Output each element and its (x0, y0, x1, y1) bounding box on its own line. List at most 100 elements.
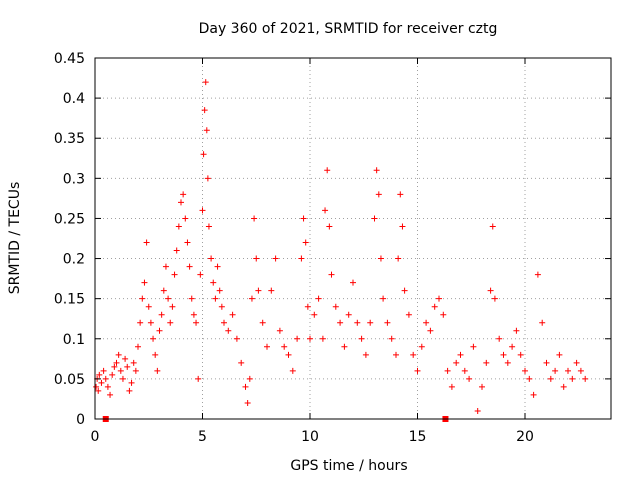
y-tick-labels: 0 0.05 0.1 0.15 0.2 0.25 0.3 0.35 0.4 0.45 (54, 51, 85, 428)
data-point (246, 375, 253, 382)
data-point (483, 359, 490, 366)
data-point (122, 355, 129, 362)
data-point (311, 311, 318, 318)
grid-lines (94, 57, 611, 420)
data-point (530, 391, 537, 398)
data-point (470, 343, 477, 350)
data-point (393, 351, 399, 358)
data-point (248, 295, 255, 302)
data-point (205, 223, 212, 230)
data-point (229, 311, 236, 318)
data-point (117, 367, 124, 374)
data-point (332, 303, 339, 310)
x-tick-label: 5 (198, 429, 207, 445)
data-point (145, 303, 152, 310)
data-point (358, 335, 365, 342)
y-tick-label: 0.05 (54, 372, 85, 388)
data-point (397, 191, 404, 198)
y-tick-label: 0.4 (63, 91, 85, 107)
data-point (418, 343, 425, 350)
data-point (328, 271, 335, 278)
data-point (147, 319, 154, 326)
data-point (132, 367, 139, 374)
data-point (556, 351, 563, 358)
data-point (423, 319, 430, 326)
data-point (373, 167, 380, 174)
data-point (242, 383, 249, 390)
data-point (526, 375, 533, 382)
data-point (427, 327, 434, 334)
y-axis-title: SRMTID / TECUs (7, 182, 23, 295)
data-point (143, 239, 150, 246)
data-point (100, 367, 107, 374)
x-tick-labels: 0 5 10 15 20 (91, 429, 534, 445)
data-point (268, 287, 275, 294)
data-point (218, 303, 225, 310)
data-point (221, 319, 227, 326)
data-point (491, 295, 498, 302)
data-point (255, 287, 262, 294)
data-point (201, 107, 208, 114)
data-point (509, 343, 516, 350)
data-point (111, 363, 118, 370)
data-point (160, 287, 167, 294)
data-point (504, 359, 511, 366)
data-point (126, 387, 133, 394)
data-point (341, 343, 348, 350)
data-point (300, 215, 307, 222)
data-point (395, 255, 402, 262)
data-point (98, 379, 105, 386)
data-point (399, 223, 406, 230)
data-point (180, 191, 187, 198)
data-point (137, 319, 144, 326)
data-point (319, 335, 326, 342)
data-point (152, 351, 159, 358)
data-point (272, 255, 279, 262)
data-point (448, 383, 455, 390)
data-point (457, 351, 464, 358)
data-point (431, 303, 438, 310)
data-point (212, 295, 219, 302)
x-tick-label: 0 (91, 429, 100, 445)
data-point (178, 199, 184, 206)
data-point (322, 207, 329, 214)
y-tick-label: 0.35 (54, 131, 85, 147)
data-point (102, 375, 109, 382)
data-point (461, 367, 468, 374)
data-point (199, 207, 206, 214)
data-point (479, 383, 485, 390)
data-point (345, 311, 352, 318)
data-point (294, 335, 301, 342)
data-point (487, 287, 494, 294)
data-point (388, 335, 395, 342)
data-point (182, 215, 189, 222)
data-point (276, 327, 283, 334)
y-tick-label: 0.1 (63, 332, 85, 348)
data-point (324, 167, 331, 174)
data-point (188, 295, 195, 302)
data-point (367, 319, 374, 326)
data-point (375, 191, 382, 198)
data-point (289, 367, 296, 374)
plot-frame (94, 57, 612, 420)
data-point (384, 319, 391, 326)
data-point (244, 399, 251, 406)
data-points (93, 79, 589, 414)
data-point (216, 287, 223, 294)
data-point (169, 303, 176, 310)
data-point (200, 151, 207, 158)
data-point (582, 375, 589, 382)
data-point (150, 335, 157, 342)
data-point (401, 287, 408, 294)
axis-ticks (94, 57, 611, 420)
y-tick-label: 0.25 (54, 211, 85, 227)
data-point (175, 223, 182, 230)
data-point (162, 263, 169, 270)
data-point (539, 319, 546, 326)
data-point (171, 271, 178, 278)
data-point (466, 375, 473, 382)
data-point (315, 295, 322, 302)
data-point (569, 375, 576, 382)
data-point (135, 343, 141, 350)
